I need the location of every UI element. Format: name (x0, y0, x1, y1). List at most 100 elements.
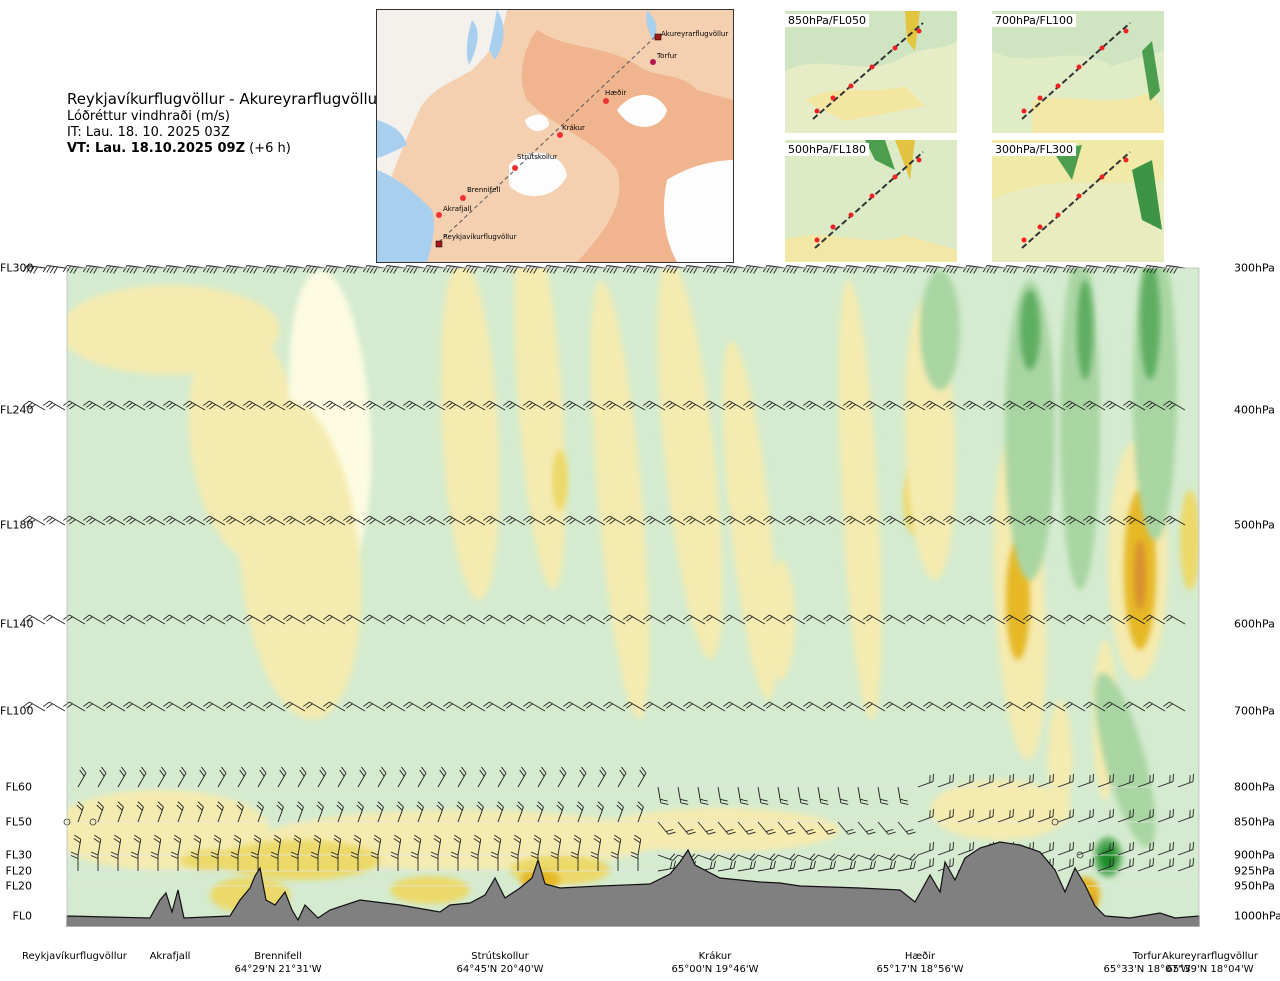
wind-barb (436, 801, 444, 823)
wind-barb (463, 614, 486, 625)
hpa-label: 800hPa (1234, 780, 1275, 794)
location-label: Brennifell 64°29'N 21°31'W (235, 950, 322, 976)
wind-barb (1022, 265, 1046, 274)
field-cell (838, 280, 882, 720)
wind-barb (173, 834, 182, 856)
wind-barb (323, 614, 346, 625)
wind-barb (657, 821, 676, 835)
wind-barb (63, 400, 86, 411)
wind-barb (797, 860, 816, 872)
wind-barb (1077, 773, 1094, 788)
wind-barb (1063, 515, 1086, 526)
map-label-haedir: Hæðir (605, 89, 626, 97)
wind-barb (133, 834, 142, 856)
wind-barb (1163, 400, 1186, 411)
hpa-label: 900hPa (1234, 848, 1275, 862)
wind-barb (290, 851, 299, 871)
wind-barb (356, 801, 364, 823)
wind-barb (603, 701, 626, 712)
wind-barb (123, 614, 146, 625)
wind-barb (470, 851, 479, 871)
wind-barb (282, 265, 306, 274)
hpa-label: 300hPa (1234, 261, 1275, 275)
field-cell (1048, 700, 1072, 820)
wind-barb (116, 801, 124, 823)
wind-barb (223, 400, 246, 411)
wind-barb (403, 515, 426, 526)
mini-map-300-graphic (992, 140, 1164, 262)
field-cell (552, 450, 568, 510)
wind-barb (490, 851, 499, 871)
wind-barb (162, 265, 186, 274)
wind-barb (103, 701, 126, 712)
wind-barb (623, 515, 646, 526)
title-block: Reykjavíkurflugvöllur - Akureyrarflugvöl… (67, 90, 383, 158)
wind-barb (110, 851, 119, 871)
wind-barb (923, 614, 946, 625)
wind-barb (276, 801, 284, 823)
wind-barb (837, 860, 856, 872)
wind-barb (583, 614, 606, 625)
wind-barb (390, 851, 399, 871)
wind-barb (603, 400, 626, 411)
wind-barb (657, 853, 679, 861)
wind-barb (323, 701, 346, 712)
wind-barb (837, 786, 849, 805)
wind-barb (216, 801, 224, 823)
wind-barb (97, 766, 107, 788)
wind-barb (443, 614, 466, 625)
wind-barb (197, 766, 207, 788)
wind-barb (757, 860, 776, 872)
wind-barb (403, 400, 426, 411)
wind-barb (283, 400, 306, 411)
wind-barb (497, 766, 507, 788)
mini-map-850-graphic (785, 11, 957, 133)
wind-barb (190, 851, 199, 871)
wind-barb (983, 701, 1006, 712)
mini-map-700: 700hPa/FL100 (992, 11, 1164, 133)
wind-barb (943, 614, 966, 625)
map-label-akureyri: Akureyrarflugvöllur (661, 30, 728, 38)
field-cell (920, 270, 960, 390)
wind-barb (783, 701, 806, 712)
wind-barb (463, 400, 486, 411)
wind-barb (743, 614, 766, 625)
wind-barb (1123, 614, 1146, 625)
wind-barb (382, 265, 406, 274)
wind-barb (213, 834, 222, 856)
wind-barb (633, 834, 642, 856)
wind-barb (743, 701, 766, 712)
wind-barb (917, 841, 934, 856)
wind-barb (23, 701, 46, 712)
wind-barb (423, 614, 446, 625)
wind-barb (90, 851, 99, 871)
wind-barb (963, 701, 986, 712)
wind-barb (330, 851, 339, 871)
wind-barb (403, 701, 426, 712)
wind-barb (293, 834, 302, 856)
wind-barb (263, 701, 286, 712)
wind-barb (1137, 841, 1154, 856)
wind-barb (450, 851, 459, 871)
fl-label: FL30 (5, 848, 32, 862)
wind-barb (1177, 808, 1194, 823)
wind-barb (483, 400, 506, 411)
wind-barb (596, 801, 604, 823)
wind-barb (570, 851, 579, 871)
wind-barb (70, 851, 79, 871)
wind-barb (362, 265, 386, 274)
wind-barb (23, 515, 46, 526)
wind-barb (130, 851, 139, 871)
wind-barb (817, 853, 839, 861)
fl-label: FL20 (5, 879, 32, 893)
route-map-graphic: Akureyrarflugvöllur Torfur Hæðir Krákur … (377, 10, 733, 262)
wind-barb (863, 701, 886, 712)
wind-barb (353, 834, 362, 856)
field-cell (180, 850, 240, 870)
wind-barb (1023, 515, 1046, 526)
wind-barb (62, 265, 86, 274)
wind-barb (877, 821, 896, 835)
wind-barb (183, 701, 206, 712)
wind-barb (903, 515, 926, 526)
wind-barb (1157, 841, 1174, 856)
